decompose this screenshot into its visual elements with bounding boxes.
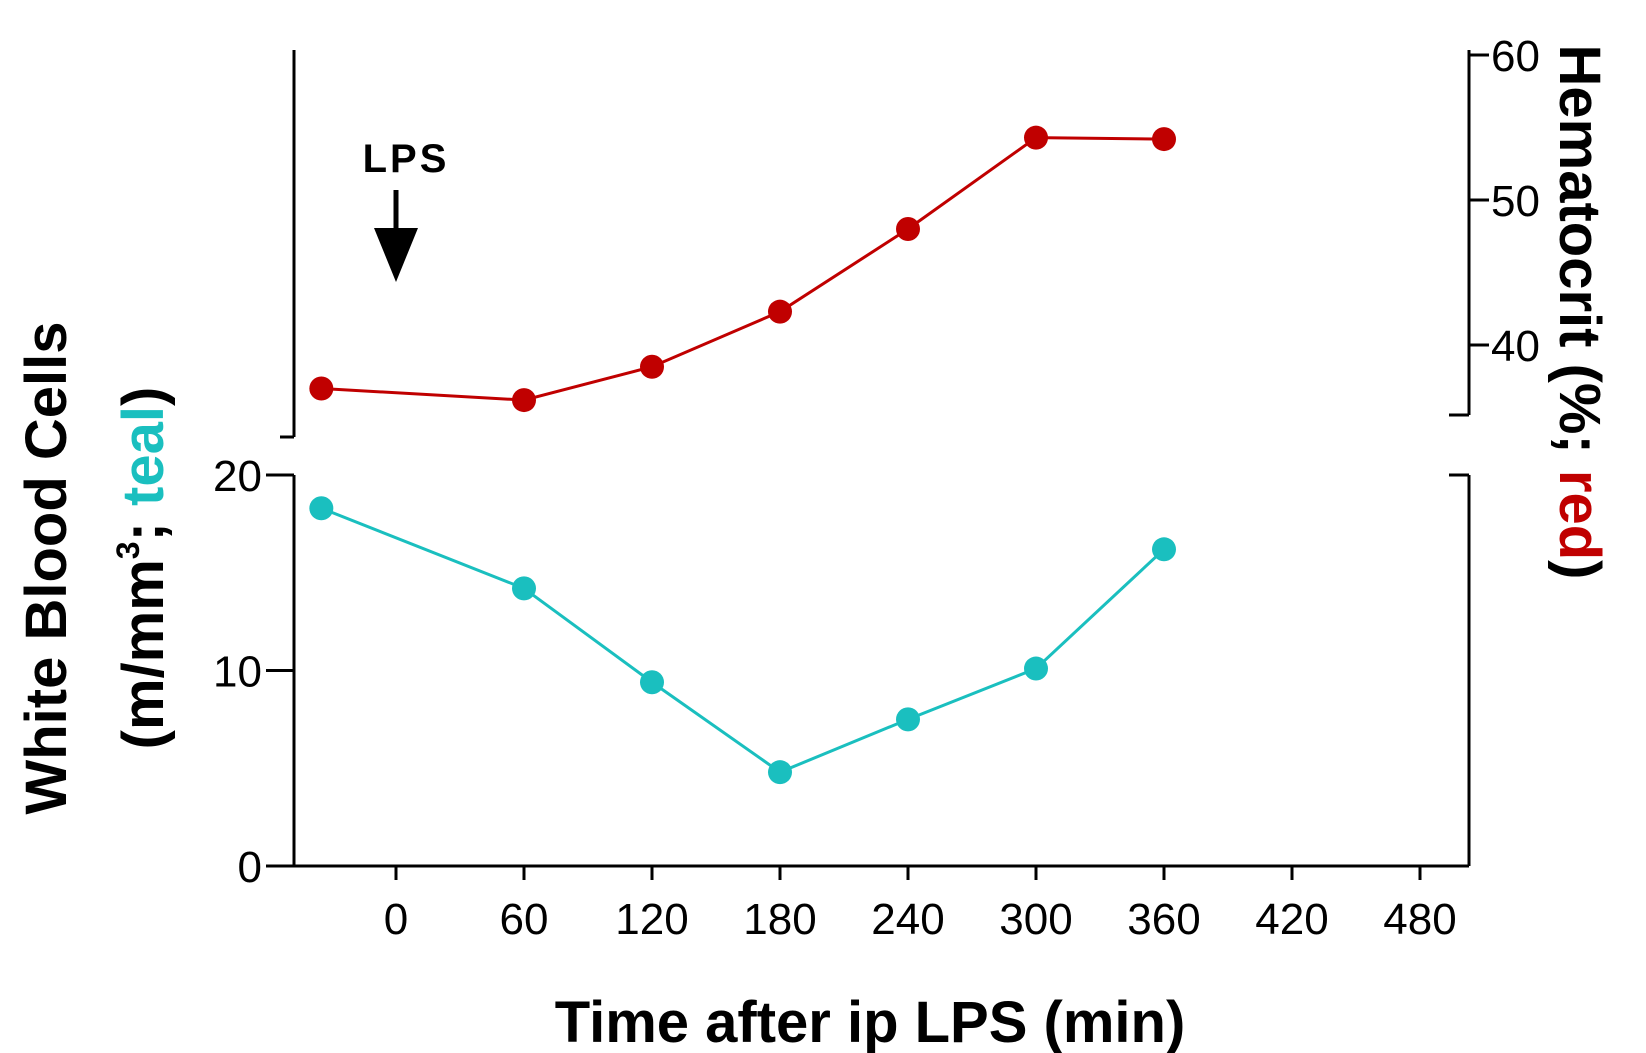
left-axis-color-word: teal xyxy=(111,406,176,506)
series-layer xyxy=(309,125,1176,785)
data-point-red xyxy=(896,217,920,241)
left-tick-label: 10 xyxy=(213,648,262,697)
x-tick-label: 360 xyxy=(1127,895,1200,944)
data-point-teal xyxy=(896,707,920,732)
right-axis-title-prefix: Hematocrit (%; xyxy=(1547,45,1612,470)
right-tick-label: 40 xyxy=(1491,322,1540,371)
x-tick-label: 420 xyxy=(1255,895,1328,944)
data-point-teal xyxy=(640,670,664,695)
data-point-red xyxy=(640,354,664,379)
left-axis-title: White Blood Cells xyxy=(14,322,79,815)
data-point-teal xyxy=(768,760,792,785)
lps-annotation-label: LPS xyxy=(363,137,450,181)
x-tick-label: 480 xyxy=(1383,895,1456,944)
x-tick-label: 180 xyxy=(743,895,816,944)
right-axis-title: Hematocrit (%; red) xyxy=(1547,45,1612,580)
lps-arrow-head xyxy=(374,228,418,282)
left-axis-title-line2: (m/mm3; teal) xyxy=(110,387,176,750)
x-tick-label: 120 xyxy=(615,895,688,944)
left-axis-subtitle: (m/mm3; teal) xyxy=(110,387,176,750)
data-point-teal xyxy=(1152,537,1176,562)
right-axis-title-text: Hematocrit (%; red) xyxy=(1547,45,1612,580)
x-tick-label: 300 xyxy=(999,895,1072,944)
right-tick-label: 50 xyxy=(1491,177,1540,226)
x-axis-title: Time after ip LPS (min) xyxy=(555,990,1186,1053)
axes xyxy=(280,50,1471,868)
right-tick-label: 60 xyxy=(1491,32,1540,81)
data-point-teal xyxy=(309,496,334,521)
left-tick-label: 0 xyxy=(238,843,262,892)
data-point-red xyxy=(512,388,536,413)
data-point-red xyxy=(768,299,792,324)
series-line-teal xyxy=(320,506,1166,774)
data-point-teal xyxy=(512,576,536,601)
data-point-red xyxy=(1152,127,1176,152)
lps-annotation: LPS xyxy=(363,137,450,282)
ticks: 0 60 120 180 240 300 360 420 480 0 10 20 40 50 60 xyxy=(213,32,1540,944)
x-tick-label: 0 xyxy=(384,895,408,944)
left-axis-separator: ; xyxy=(111,506,176,541)
left-axis-suffix: ) xyxy=(111,387,176,406)
data-point-red xyxy=(1024,125,1048,150)
left-axis-unit-prefix: (m/mm xyxy=(111,559,176,749)
data-point-teal xyxy=(1024,656,1048,681)
left-tick-label: 20 xyxy=(213,452,262,501)
data-point-red xyxy=(309,376,334,401)
right-axis-title-suffix: ) xyxy=(1547,560,1612,579)
x-tick-label: 60 xyxy=(500,895,549,944)
left-axis-title-line1: White Blood Cells xyxy=(14,322,79,815)
left-axis-unit-superscript: 3 xyxy=(110,541,146,559)
x-tick-label: 240 xyxy=(871,895,944,944)
right-axis-color-word: red xyxy=(1547,470,1612,560)
